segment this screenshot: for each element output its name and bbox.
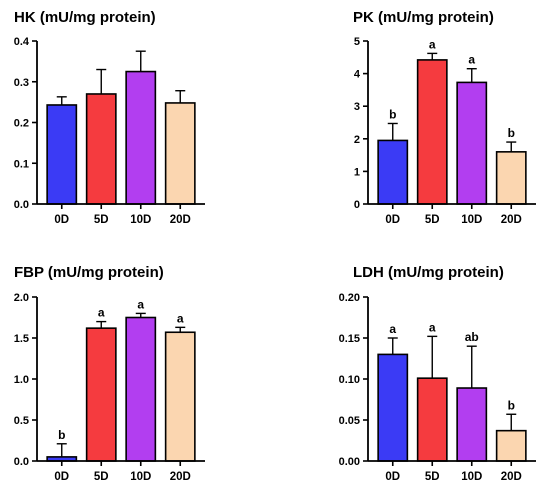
x-tick-label: 0D (385, 214, 400, 226)
y-tick-label: 0.10 (339, 374, 360, 386)
x-tick-label: 20D (501, 214, 522, 226)
chart-panel-0: HK (mU/mg protein) 0.0 0.1 0.2 0.3 0.4 0D 5D 10D… (14, 9, 205, 226)
x-tick-label: 20D (170, 471, 191, 483)
bar-5D (416, 377, 448, 462)
significance-label: a (98, 306, 105, 320)
y-tick-label: 0.3 (14, 77, 29, 89)
x-tick-label: 10D (130, 471, 151, 483)
y-tick-label: 0.2 (14, 118, 29, 130)
y-tick-label: 1.0 (14, 374, 29, 386)
y-tick-label: 0 (354, 199, 360, 211)
y-tick-label: 2.0 (14, 292, 29, 304)
y-tick-label: 0.15 (339, 333, 360, 345)
bar-5D (85, 93, 117, 205)
y-tick-label: 0.5 (14, 415, 29, 427)
bar-0D (377, 139, 409, 205)
significance-label: b (508, 126, 515, 140)
bar-10D (456, 387, 488, 462)
y-tick-label: 0.00 (339, 456, 360, 468)
significance-label: a (429, 320, 436, 334)
bar-0D (377, 353, 409, 462)
significance-label: b (389, 107, 396, 121)
significance-label: a (137, 297, 144, 311)
x-tick-label: 0D (385, 471, 400, 483)
y-tick-label: 0.0 (14, 456, 29, 468)
x-tick-label: 10D (461, 471, 482, 483)
chart-title: PK (mU/mg protein) (353, 9, 494, 26)
bar-10D (125, 316, 157, 462)
x-tick-label: 20D (170, 214, 191, 226)
chart-panel-3: LDH (mU/mg protein) 0.00 0.05 0.10 0.15 0.20 a… (339, 264, 536, 483)
x-tick-label: 5D (425, 471, 440, 483)
y-tick-label: 0.0 (14, 199, 29, 211)
bar-5D (85, 327, 117, 462)
y-tick-label: 1.5 (14, 333, 29, 345)
chart-title: LDH (mU/mg protein) (353, 264, 504, 281)
chart-panel-1: PK (mU/mg protein) 0 1 2 3 4 5 b 0D a 5D a 10D b 20D (353, 9, 536, 226)
y-tick-label: 2 (354, 134, 360, 146)
x-tick-label: 5D (94, 471, 109, 483)
y-tick-label: 0.4 (14, 36, 30, 48)
chart-title: FBP (mU/mg protein) (14, 264, 164, 281)
bar-10D (456, 81, 488, 205)
y-tick-label: 4 (354, 69, 361, 81)
y-tick-label: 5 (354, 36, 360, 48)
chart-title: HK (mU/mg protein) (14, 9, 156, 26)
bar-20D (495, 151, 527, 205)
bar-10D (125, 70, 157, 205)
bar-0D (46, 104, 78, 205)
x-tick-label: 10D (461, 214, 482, 226)
significance-label: b (508, 398, 515, 412)
x-tick-label: 20D (501, 471, 522, 483)
bar-5D (416, 59, 448, 205)
significance-label: b (58, 428, 65, 442)
y-tick-label: 0.1 (14, 158, 29, 170)
x-tick-label: 0D (54, 471, 69, 483)
significance-label: ab (465, 330, 479, 344)
y-tick-label: 0.20 (339, 292, 360, 304)
y-tick-label: 0.05 (339, 415, 360, 427)
x-tick-label: 5D (425, 214, 440, 226)
x-tick-label: 5D (94, 214, 109, 226)
x-tick-label: 0D (54, 214, 69, 226)
significance-label: a (468, 53, 475, 67)
x-tick-label: 10D (130, 214, 151, 226)
bar-20D (164, 331, 196, 462)
significance-label: a (429, 37, 436, 51)
significance-label: a (389, 322, 396, 336)
significance-label: a (177, 311, 184, 325)
chart-panel-2: FBP (mU/mg protein) 0.0 0.5 1.0 1.5 2.0 b 0D a 5D… (14, 264, 205, 483)
y-tick-label: 3 (354, 101, 360, 113)
bar-20D (164, 102, 196, 205)
y-tick-label: 1 (354, 166, 360, 178)
bar-20D (495, 429, 527, 462)
